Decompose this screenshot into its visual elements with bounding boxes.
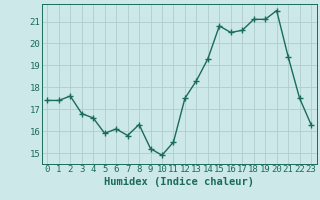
- X-axis label: Humidex (Indice chaleur): Humidex (Indice chaleur): [104, 177, 254, 187]
